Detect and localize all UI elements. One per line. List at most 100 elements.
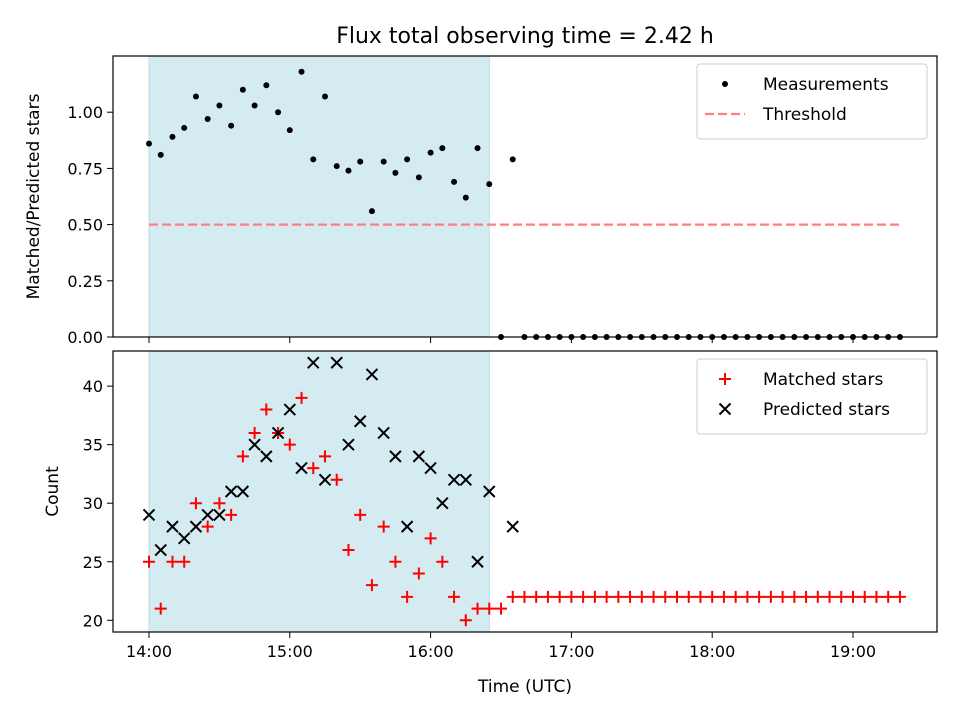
data-point — [275, 109, 282, 116]
data-point — [189, 520, 203, 533]
data-point — [333, 163, 340, 170]
data-point — [451, 178, 458, 185]
data-point — [401, 590, 414, 603]
legend: Matched stars Predicted stars — [696, 358, 928, 435]
data-point — [157, 151, 164, 158]
y-tick-label: 25 — [83, 553, 103, 572]
x-tick-label: 16:00 — [408, 642, 454, 661]
data-point — [181, 124, 188, 131]
data-point — [368, 208, 375, 215]
data-point — [365, 368, 379, 381]
data-point — [389, 450, 402, 463]
data-point — [764, 590, 777, 603]
data-point — [635, 590, 648, 603]
y-tick-label: 0.00 — [67, 328, 103, 347]
top-panel: 0.00 0.25 0.50 0.75 1.00 Matched/Predicted st… — [24, 55, 938, 347]
data-point — [835, 590, 848, 603]
data-point — [776, 590, 789, 603]
data-point — [143, 555, 155, 568]
data-point — [518, 590, 531, 603]
data-point — [882, 590, 895, 603]
data-point — [506, 590, 519, 603]
data-point — [509, 156, 516, 163]
data-point — [189, 497, 202, 510]
data-point — [283, 438, 296, 451]
data-point — [248, 426, 261, 439]
axes-frame — [112, 55, 938, 338]
data-point — [448, 590, 461, 603]
data-point — [694, 590, 707, 603]
data-point — [706, 590, 719, 603]
data-point — [858, 590, 871, 603]
y-tick-label: 1.00 — [67, 103, 103, 122]
data-point — [847, 590, 859, 603]
data-point — [483, 602, 496, 615]
data-point — [415, 174, 422, 181]
data-point — [400, 520, 414, 533]
observing-interval — [148, 55, 490, 338]
data-point — [753, 590, 766, 603]
legend-box — [696, 358, 928, 435]
data-point — [459, 614, 472, 627]
data-point — [436, 497, 449, 510]
data-point — [893, 590, 906, 603]
data-point — [474, 145, 481, 152]
data-point — [295, 391, 308, 404]
data-point — [553, 590, 566, 603]
data-point — [659, 590, 672, 603]
y-axis-label: Matched/Predicted stars — [24, 93, 44, 299]
data-point — [565, 590, 578, 603]
data-point — [870, 590, 883, 603]
data-point — [353, 415, 367, 428]
data-point — [330, 356, 343, 369]
data-point — [216, 102, 223, 109]
data-point — [322, 93, 328, 100]
data-point — [682, 590, 695, 603]
y-tick-label: 0.75 — [67, 159, 103, 178]
legend-box — [696, 63, 928, 140]
data-point — [225, 508, 238, 521]
data-point — [541, 590, 554, 603]
data-point — [471, 555, 484, 568]
data-point — [471, 602, 484, 615]
x-tick-label: 14:00 — [126, 642, 172, 661]
data-point — [318, 473, 332, 486]
legend-marker — [719, 373, 731, 385]
data-point — [380, 158, 387, 165]
x-tick-label: 18:00 — [689, 642, 735, 661]
data-point — [647, 590, 660, 603]
data-point — [357, 158, 364, 165]
data-point — [166, 520, 179, 533]
data-point — [447, 473, 461, 486]
data-point — [588, 590, 601, 603]
data-point — [204, 115, 211, 122]
data-point — [439, 145, 446, 152]
x-axis-label: Time (UTC) — [477, 677, 572, 697]
data-point — [741, 590, 754, 603]
series-predicted-stars — [142, 356, 519, 568]
x-tick-label: 17:00 — [548, 642, 594, 661]
x-tick-label: 19:00 — [830, 642, 876, 661]
data-point — [146, 140, 152, 147]
data-point — [213, 497, 226, 510]
y-tick-label: 0.50 — [67, 216, 103, 235]
legend-marker — [718, 402, 732, 416]
data-point — [671, 590, 683, 603]
data-point — [495, 602, 507, 615]
legend: Measurements Threshold — [696, 63, 928, 140]
legend-label: Predicted stars — [763, 400, 890, 420]
chart-title: Flux total observing time = 2.42 h — [336, 24, 714, 49]
bottom-panel: 20 25 30 35 40 14:00 15:00 16:00 17:00 18:00 19:00… — [43, 350, 938, 661]
data-point — [307, 462, 320, 475]
data-point — [530, 590, 543, 603]
data-point — [260, 450, 273, 463]
data-point — [365, 579, 378, 592]
series-matched-stars — [143, 391, 906, 627]
data-point — [459, 473, 473, 486]
data-point — [624, 590, 637, 603]
data-point — [271, 426, 285, 440]
data-point — [800, 590, 813, 603]
data-point — [178, 555, 191, 568]
data-point — [506, 520, 519, 533]
